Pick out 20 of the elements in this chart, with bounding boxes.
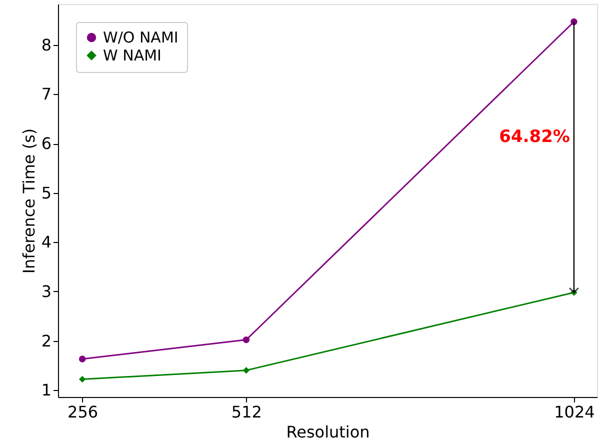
- y-tick-label: 2: [41, 331, 52, 350]
- annotation: 64.82%: [499, 127, 570, 148]
- y-axis-title: Inference Time (s): [19, 128, 38, 274]
- x-tick-label: 512: [231, 402, 262, 422]
- point: [78, 376, 86, 383]
- y-tick-label: 8: [41, 35, 52, 54]
- x-tick-label: 1024: [554, 402, 595, 422]
- point: [242, 336, 250, 344]
- y-tick-label: 3: [41, 282, 52, 301]
- legend-label: W NAMI: [103, 46, 162, 64]
- x-tick-label: 256: [68, 402, 98, 422]
- y-tick-label: 5: [41, 183, 52, 202]
- y-tick-label: 7: [41, 84, 52, 104]
- y-tick-label: 4: [41, 232, 52, 252]
- point: [242, 367, 250, 374]
- x-axis-title: Resolution: [286, 422, 370, 442]
- legend-label: W/O NAMI: [103, 28, 178, 46]
- y-tick-label: 1: [41, 380, 52, 400]
- point: [78, 356, 86, 362]
- y-tick-label: 6: [41, 134, 52, 154]
